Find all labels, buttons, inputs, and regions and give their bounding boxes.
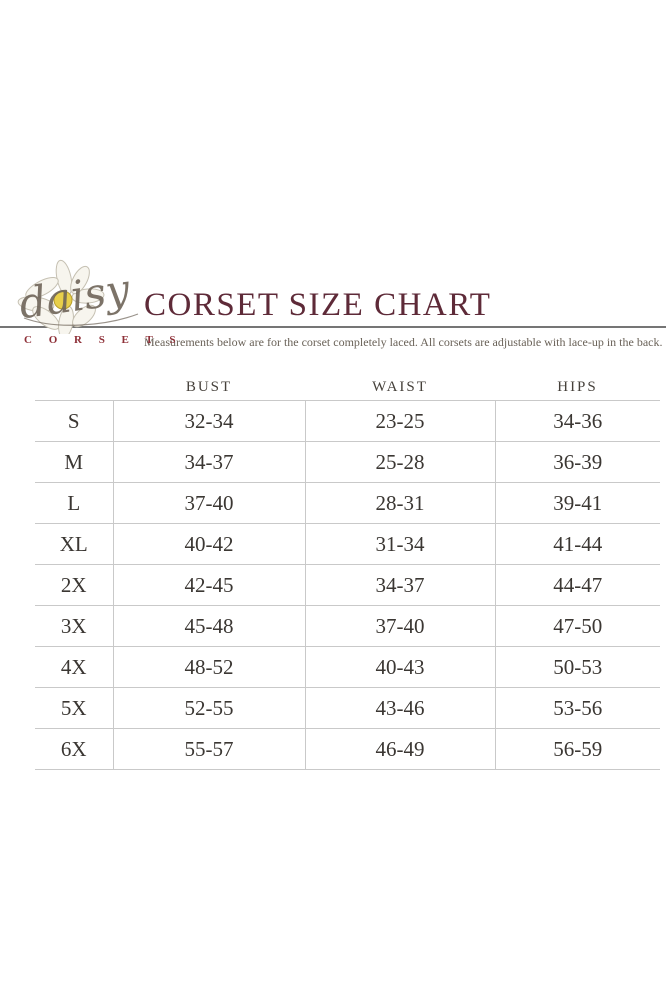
- size-label-cell: M: [35, 441, 113, 483]
- hips-cell: 56-59: [494, 728, 660, 770]
- waist-cell: 31-34: [304, 523, 495, 565]
- bust-cell: 52-55: [112, 687, 305, 729]
- header-rule: [0, 326, 666, 328]
- hips-cell: 34-36: [494, 400, 660, 442]
- bust-cell: 55-57: [112, 728, 305, 770]
- hips-cell: 50-53: [494, 646, 660, 688]
- bust-cell: 48-52: [112, 646, 305, 688]
- waist-cell: 43-46: [304, 687, 495, 729]
- table-row: S 32-34 23-25 34-36: [35, 400, 660, 442]
- waist-cell: 34-37: [304, 564, 495, 606]
- hips-cell: 47-50: [494, 605, 660, 647]
- col-header-waist: WAIST: [372, 379, 428, 395]
- size-label-cell: S: [35, 400, 113, 442]
- bust-cell: 37-40: [112, 482, 305, 524]
- header-row: BUST WAIST HIPS: [35, 366, 660, 401]
- col-header-bust: BUST: [185, 379, 233, 395]
- size-table: BUST WAIST HIPS S 32-34 23-25 34-36 M 34…: [35, 366, 660, 770]
- chart-subtitle: Measurements below are for the corset co…: [144, 335, 663, 349]
- waist-cell: 23-25: [304, 400, 495, 442]
- brand-wordmark: C O R S E T S: [24, 334, 183, 346]
- daisy-script: daisy: [16, 264, 134, 328]
- table-row: XL 40-42 31-34 41-44: [35, 523, 660, 565]
- col-header-hips: HIPS: [557, 379, 598, 395]
- waist-cell: 46-49: [304, 728, 495, 770]
- size-label-cell: 5X: [35, 687, 113, 729]
- hips-cell: 41-44: [494, 523, 660, 565]
- col-header-size: [35, 366, 113, 401]
- hips-cell: 53-56: [494, 687, 660, 729]
- table-row: 6X 55-57 46-49 56-59: [35, 728, 660, 770]
- bust-cell: 34-37: [112, 441, 305, 483]
- bust-cell: 42-45: [112, 564, 305, 606]
- waist-cell: 37-40: [304, 605, 495, 647]
- script-swash: [23, 313, 139, 326]
- flower-center: [53, 290, 73, 310]
- hips-cell: 36-39: [494, 441, 660, 483]
- hips-cell: 44-47: [494, 564, 660, 606]
- size-label-cell: 3X: [35, 605, 113, 647]
- table-row: M 34-37 25-28 36-39: [35, 441, 660, 483]
- hips-cell: 39-41: [494, 482, 660, 524]
- brand-logo: daisy: [16, 259, 139, 334]
- flower-icon: [17, 259, 105, 334]
- table-row: L 37-40 28-31 39-41: [35, 482, 660, 524]
- table-row: 5X 52-55 43-46 53-56: [35, 687, 660, 729]
- size-label-cell: 2X: [35, 564, 113, 606]
- size-label-cell: 6X: [35, 728, 113, 770]
- table-row: 4X 48-52 40-43 50-53: [35, 646, 660, 688]
- waist-cell: 28-31: [304, 482, 495, 524]
- size-label-cell: L: [35, 482, 113, 524]
- size-label-cell: XL: [35, 523, 113, 565]
- page-title: CORSET SIZE CHART: [144, 287, 492, 323]
- table-row: 2X 42-45 34-37 44-47: [35, 564, 660, 606]
- waist-cell: 25-28: [304, 441, 495, 483]
- waist-cell: 40-43: [304, 646, 495, 688]
- bust-cell: 32-34: [112, 400, 305, 442]
- bust-cell: 45-48: [112, 605, 305, 647]
- size-label-cell: 4X: [35, 646, 113, 688]
- bust-cell: 40-42: [112, 523, 305, 565]
- table-row: 3X 45-48 37-40 47-50: [35, 605, 660, 647]
